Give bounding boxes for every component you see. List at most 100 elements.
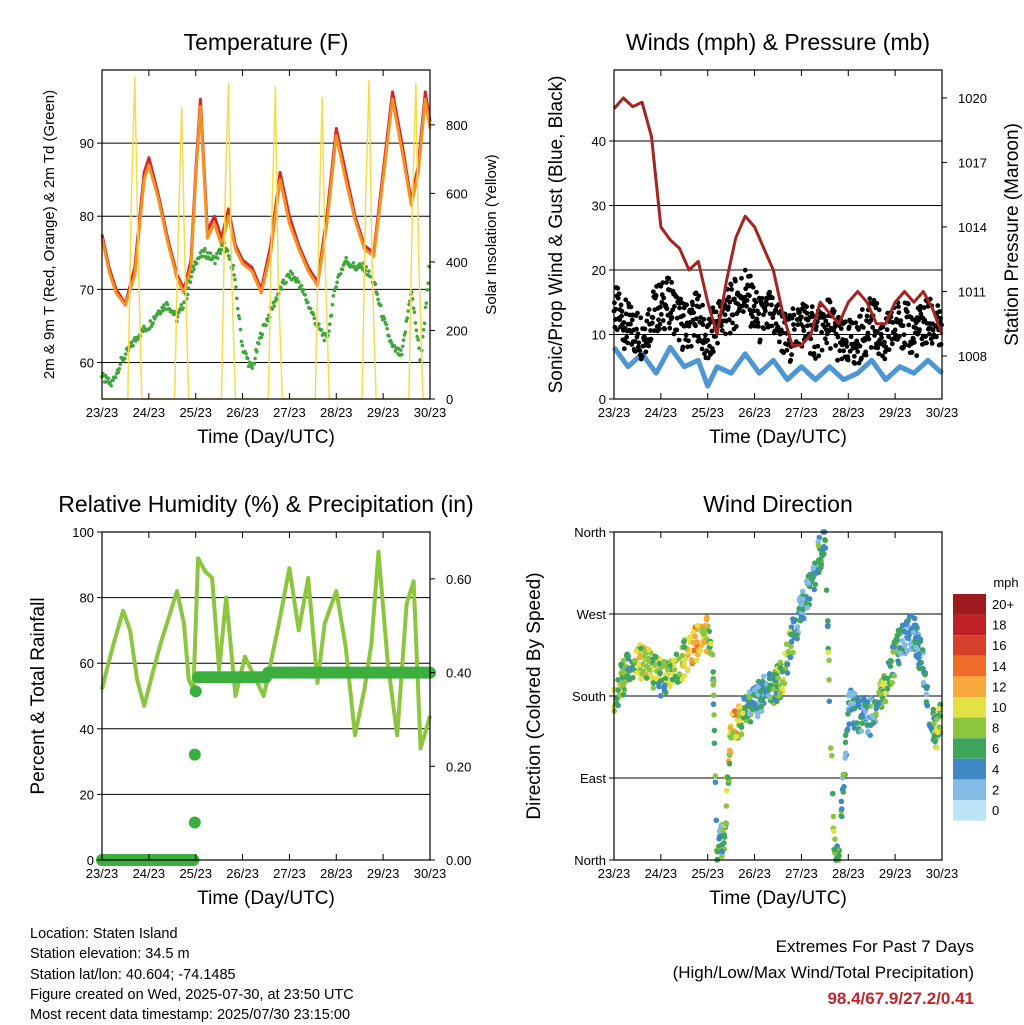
direction-point: [701, 631, 707, 638]
series-point: [813, 356, 818, 361]
y-right-axis-label: Solar Insolation (Yellow): [483, 154, 500, 314]
series-point: [700, 322, 706, 328]
series-point: [312, 316, 317, 321]
series-point: [303, 293, 307, 297]
direction-point: [620, 692, 627, 698]
direction-point: [661, 682, 668, 689]
direction-point: [638, 676, 644, 682]
series-point: [744, 297, 750, 303]
series-point: [426, 281, 430, 285]
series-point: [225, 249, 230, 253]
series-point: [256, 341, 261, 346]
x-tick-label: 30/23: [926, 866, 959, 881]
series-point: [917, 307, 923, 313]
series-point: [866, 336, 872, 342]
series-point: [754, 289, 759, 295]
colorbar-swatch: [953, 614, 986, 636]
y-tick-label: 60: [80, 355, 94, 370]
series-point: [636, 340, 642, 346]
direction-point: [710, 692, 717, 699]
direction-point: [926, 722, 933, 729]
colorbar-title: mph: [993, 575, 1018, 590]
series-point: [255, 350, 259, 354]
direction-point: [830, 813, 837, 820]
series-point: [761, 312, 766, 318]
series-point: [634, 326, 639, 332]
series-point: [753, 299, 759, 305]
direction-point: [700, 639, 707, 646]
direction-point: [733, 733, 740, 740]
direction-point: [862, 702, 869, 709]
direction-point: [787, 654, 794, 661]
colorbar-swatch: [953, 697, 986, 718]
series-point: [295, 276, 299, 281]
series-point: [635, 310, 640, 316]
direction-point: [934, 716, 940, 722]
series-point: [642, 326, 648, 332]
direction-point: [894, 632, 901, 639]
x-tick-label: 28/23: [320, 405, 353, 420]
series-line: [612, 96, 944, 347]
series-point: [367, 269, 371, 273]
x-tick-label: 29/23: [367, 866, 400, 881]
direction-point: [817, 564, 824, 571]
series-point: [789, 352, 794, 358]
series-point: [809, 304, 815, 310]
series-point: [624, 334, 630, 340]
series-point: [403, 330, 408, 334]
direction-point: [887, 657, 894, 664]
series-point: [664, 306, 670, 312]
series-point: [754, 316, 760, 322]
series-point: [250, 366, 255, 371]
direction-point: [646, 666, 652, 673]
series-point: [203, 246, 207, 251]
y-tick-label: 90: [80, 136, 94, 151]
series-point: [264, 323, 268, 328]
direction-point: [873, 711, 879, 717]
series-point: [266, 318, 270, 323]
colorbar-swatch: [953, 676, 986, 697]
series-point: [670, 307, 675, 313]
series-point: [179, 302, 184, 307]
direction-point: [656, 660, 663, 667]
direction-point: [790, 618, 797, 625]
series-point: [384, 322, 389, 327]
series-relative-humidity: [100, 549, 432, 751]
direction-point: [882, 690, 889, 697]
direction-point: [669, 676, 676, 683]
series-point: [862, 337, 868, 343]
direction-point: [652, 654, 659, 660]
direction-point: [798, 601, 805, 608]
direction-point: [889, 679, 895, 686]
series-point: [863, 352, 869, 358]
colorbar-label: 20+: [992, 597, 1014, 612]
series-point: [118, 362, 123, 367]
series-point: [691, 310, 697, 315]
series-point: [208, 251, 213, 255]
series-point: [151, 321, 155, 325]
series-point: [638, 315, 644, 321]
colorbar-swatch: [953, 758, 986, 780]
y-tick-label: West: [577, 607, 607, 622]
series-point: [828, 346, 833, 351]
direction-point: [757, 688, 764, 695]
series-point: [751, 308, 757, 314]
chart-title: Winds (mph) & Pressure (mb): [626, 29, 930, 55]
direction-point: [739, 710, 746, 716]
x-tick-label: 29/23: [879, 405, 912, 420]
direction-point: [820, 546, 826, 553]
direction-point: [813, 569, 820, 576]
direction-point: [738, 724, 745, 731]
direction-point: [626, 676, 633, 683]
series-point: [938, 341, 944, 347]
direction-point: [897, 650, 904, 657]
direction-point: [848, 692, 854, 699]
series-point: [191, 264, 195, 269]
series-point: [859, 307, 865, 312]
direction-point: [881, 675, 888, 681]
x-tick-label: 29/23: [367, 405, 400, 420]
direction-point: [842, 750, 849, 756]
series-point: [769, 295, 775, 301]
series-point: [660, 280, 666, 286]
direction-point: [707, 640, 714, 647]
